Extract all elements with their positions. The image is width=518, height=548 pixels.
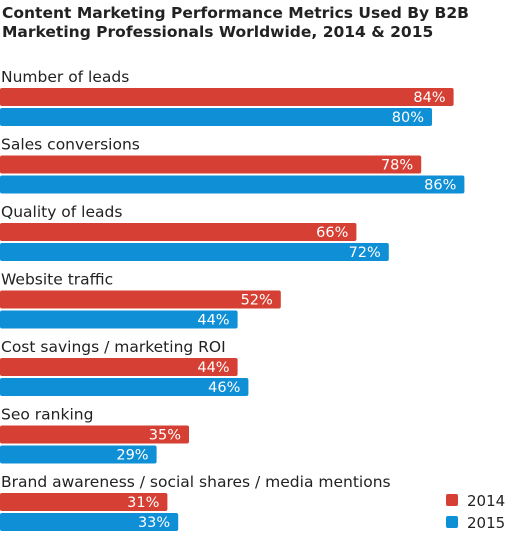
category-label: Website traffic bbox=[1, 271, 113, 289]
chart-title-line-2: Marketing Professionals Worldwide, 2014 … bbox=[2, 23, 434, 41]
category-label: Sales conversions bbox=[1, 136, 140, 154]
chart-title: Content Marketing Performance Metrics Us… bbox=[2, 4, 514, 42]
data-label-2015: 29% bbox=[116, 448, 148, 464]
data-label-2014: 52% bbox=[241, 293, 273, 309]
category-label: Cost savings / marketing ROI bbox=[1, 338, 226, 356]
bar-2014 bbox=[0, 493, 168, 511]
data-label-2015: 46% bbox=[208, 380, 240, 396]
bar-2015 bbox=[0, 175, 465, 194]
bar-2015 bbox=[0, 310, 238, 329]
data-label-2015: 86% bbox=[424, 178, 456, 194]
category-group: Number of leads 84% 80% bbox=[0, 68, 454, 126]
bar-groups: Number of leads 84% 80% Sales conversions 78… bbox=[0, 68, 465, 531]
bar-2014 bbox=[0, 88, 454, 106]
bar-2014 bbox=[0, 358, 238, 376]
bar-2015 bbox=[0, 513, 179, 531]
data-label-2015: 72% bbox=[349, 245, 381, 261]
data-label-2014: 66% bbox=[316, 225, 348, 241]
category-group: Website traffic 52% 44% bbox=[0, 271, 281, 329]
bar-2015 bbox=[0, 378, 249, 396]
category-label: Number of leads bbox=[1, 68, 129, 86]
chart-title-line-1: Content Marketing Performance Metrics Us… bbox=[2, 4, 469, 22]
legend: 2014 2015 bbox=[446, 492, 505, 532]
bar-2014 bbox=[0, 223, 357, 241]
data-label-2014: 31% bbox=[127, 495, 159, 511]
category-label: Seo ranking bbox=[1, 406, 93, 424]
bar-2015 bbox=[0, 243, 389, 261]
legend-swatch-2014 bbox=[446, 494, 458, 506]
category-group: Seo ranking 35%29% bbox=[0, 406, 189, 464]
bar-2014 bbox=[0, 155, 422, 174]
bar-2015 bbox=[0, 445, 157, 464]
data-label-2014: 78% bbox=[381, 158, 413, 174]
category-group: Quality of leads 66%72% bbox=[0, 203, 389, 261]
legend-label-2014: 2014 bbox=[467, 492, 505, 510]
data-label-2015: 33% bbox=[138, 515, 170, 531]
data-label-2015: 44% bbox=[197, 313, 229, 329]
bar-2014 bbox=[0, 290, 281, 309]
legend-swatch-2015 bbox=[446, 516, 458, 528]
category-label: Brand awareness / social shares / media … bbox=[1, 473, 391, 491]
bar-2015 bbox=[0, 108, 432, 126]
data-label-2015: 80% bbox=[392, 110, 424, 126]
data-label-2014: 35% bbox=[149, 428, 181, 444]
bar-2014 bbox=[0, 425, 189, 444]
category-group: Brand awareness / social shares / media … bbox=[0, 473, 391, 531]
category-group: Cost savings / marketing ROI 44% 46% bbox=[0, 338, 249, 396]
data-label-2014: 84% bbox=[413, 90, 445, 106]
data-label-2014: 44% bbox=[197, 360, 229, 376]
category-label: Quality of leads bbox=[1, 203, 122, 221]
category-group: Sales conversions 78% 86% bbox=[0, 136, 465, 194]
legend-label-2015: 2015 bbox=[467, 514, 505, 532]
